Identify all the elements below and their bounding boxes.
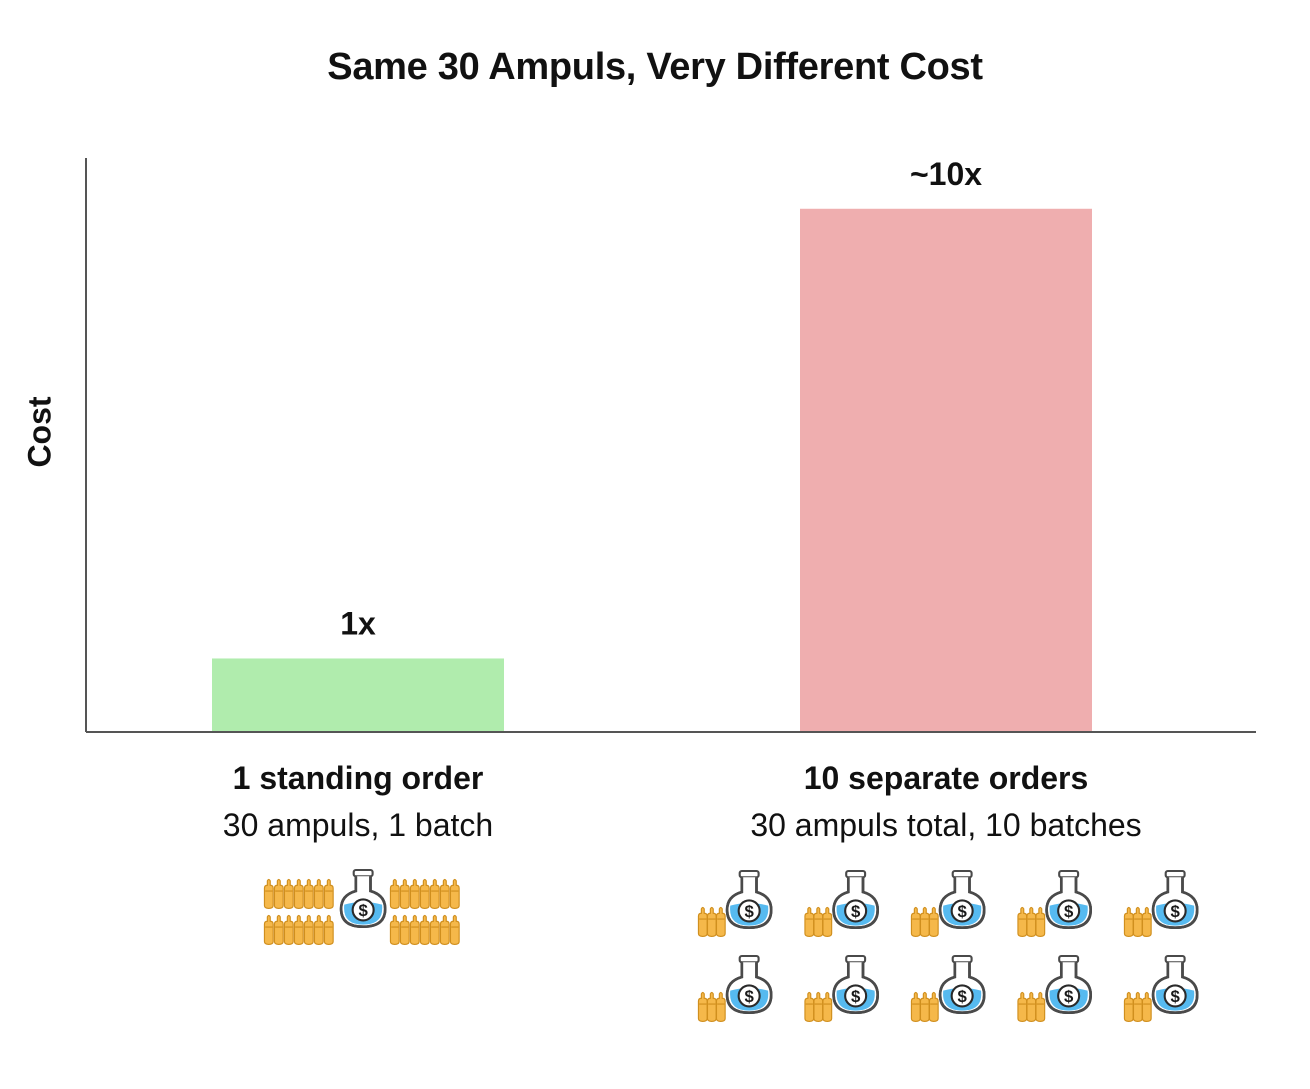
- ampul-icon: [813, 991, 824, 1023]
- ampul-icon: [263, 878, 274, 910]
- flask-dollar-icon: [938, 954, 986, 1015]
- value-label-1: ~10x: [910, 156, 982, 192]
- ampul-icon: [715, 906, 726, 938]
- ampul-icon: [449, 878, 460, 910]
- flask-dollar-icon: [1151, 954, 1199, 1015]
- ampul-icon: [804, 906, 815, 938]
- ampul-icon: [409, 914, 420, 946]
- ampul-icon: [1017, 906, 1028, 938]
- category-subtitle: 30 ampuls total, 10 batches: [750, 807, 1142, 843]
- ampul-icon: [928, 906, 939, 938]
- ampul-icon: [715, 991, 726, 1023]
- ampul-icon: [928, 991, 939, 1023]
- ampul-icon: [389, 914, 400, 946]
- ampul-icon: [697, 991, 708, 1023]
- flask-dollar-icon: [339, 868, 387, 929]
- ampul-icon: [804, 991, 815, 1023]
- flask-dollar-icon: [725, 954, 773, 1015]
- ampul-icon: [293, 878, 304, 910]
- ampul-icon: [313, 878, 324, 910]
- ampul-icon: [1017, 991, 1028, 1023]
- ampul-icon: [706, 991, 717, 1023]
- ampul-icon: [419, 878, 430, 910]
- bar-1: [800, 208, 1092, 731]
- flask-dollar-icon: [1045, 954, 1093, 1015]
- ampul-icon: [919, 991, 930, 1023]
- ampul-icon: [910, 906, 921, 938]
- ampul-icon: [439, 878, 450, 910]
- ampul-icon: [313, 914, 324, 946]
- value-label-0: 1x: [340, 605, 376, 641]
- ampul-icon: [822, 991, 833, 1023]
- ampul-icon: [303, 914, 314, 946]
- bar-0: [212, 658, 504, 731]
- ampul-icon: [1132, 991, 1143, 1023]
- category-block-separate-orders: 10 separate orders 30 ampuls total, 10 b…: [666, 756, 1226, 850]
- chart-title: Same 30 Ampuls, Very Different Cost: [327, 46, 983, 88]
- ampul-icon: [1035, 991, 1046, 1023]
- category-block-standing-order: 1 standing order 30 ampuls, 1 batch: [78, 756, 638, 850]
- ampul-icon: [449, 914, 460, 946]
- axes: [85, 158, 1256, 733]
- ampul-icon: [293, 914, 304, 946]
- ampul-icon: [1123, 991, 1134, 1023]
- ampul-icon: [323, 914, 334, 946]
- ampul-icon: [389, 878, 400, 910]
- ampul-icon: [323, 878, 334, 910]
- ampul-icon: [303, 878, 314, 910]
- flask-dollar-icon: [1151, 869, 1199, 930]
- ampul-icon: [1035, 906, 1046, 938]
- ampul-icon: [813, 906, 824, 938]
- ampul-icon: [429, 878, 440, 910]
- category-label: 10 separate orders: [803, 760, 1089, 796]
- flask-dollar-icon: [1045, 869, 1093, 930]
- ampul-icon: [273, 914, 284, 946]
- flask-dollar-icon: [832, 869, 880, 930]
- ampul-icon: [919, 906, 930, 938]
- ampul-icon: [283, 878, 294, 910]
- category-label: 1 standing order: [232, 760, 484, 796]
- ampul-icon: [399, 914, 410, 946]
- ampul-icon: [706, 906, 717, 938]
- ampul-icon: [1123, 906, 1134, 938]
- flask-dollar-icon: [725, 869, 773, 930]
- ampul-icon: [822, 906, 833, 938]
- ampul-icon: [439, 914, 450, 946]
- ampul-icon: [399, 878, 410, 910]
- ampul-icon: [283, 914, 294, 946]
- ampul-icon: [1026, 906, 1037, 938]
- ampul-icon: [263, 914, 274, 946]
- flask-dollar-icon: [832, 954, 880, 1015]
- ampul-icon: [1141, 991, 1152, 1023]
- ampul-icon: [697, 906, 708, 938]
- ampul-icon: [910, 991, 921, 1023]
- ampul-icon: [409, 878, 420, 910]
- ampul-icon: [273, 878, 284, 910]
- ampul-icon: [1132, 906, 1143, 938]
- category-subtitle: 30 ampuls, 1 batch: [222, 807, 494, 843]
- ampul-icon: [1141, 906, 1152, 938]
- ampul-icon: [429, 914, 440, 946]
- ampul-icon: [419, 914, 430, 946]
- ampul-icon: [1026, 991, 1037, 1023]
- flask-dollar-icon: [938, 869, 986, 930]
